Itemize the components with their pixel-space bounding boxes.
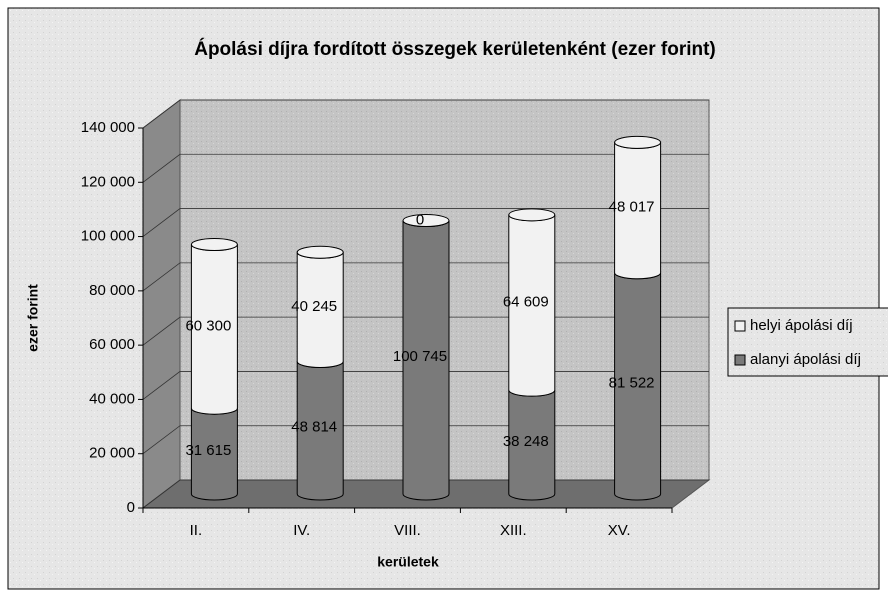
data-label: 38 248 — [503, 433, 549, 450]
y-tick-label: 20 000 — [89, 445, 135, 462]
y-axis-title: ezer forint — [25, 284, 41, 352]
legend — [727, 307, 888, 377]
data-label: 60 300 — [185, 317, 231, 334]
y-tick-label: 140 000 — [81, 119, 135, 136]
x-axis-title: kerületek — [377, 554, 439, 570]
cylinder-cap — [402, 214, 450, 228]
data-label: 48 814 — [291, 419, 337, 436]
data-label: 81 522 — [609, 374, 655, 391]
y-tick-label: 120 000 — [81, 173, 135, 190]
legend-label: alanyi ápolási díj — [750, 351, 861, 368]
x-tick-label: XIII. — [500, 522, 527, 539]
data-label: 40 245 — [291, 298, 337, 315]
x-tick-label: II. — [190, 522, 203, 539]
legend-swatch — [734, 320, 746, 332]
data-label: 64 609 — [503, 293, 549, 310]
x-tick-label: VIII. — [394, 522, 421, 539]
grid-line — [142, 153, 709, 183]
side-wall — [142, 98, 181, 510]
data-label: 0 — [416, 212, 424, 229]
x-tick-label: IV. — [293, 522, 310, 539]
chart-title: Ápolási díjra fordított összegek kerület… — [194, 38, 716, 60]
y-tick-label: 80 000 — [89, 282, 135, 299]
x-tick-label: XV. — [608, 522, 631, 539]
cylinder-cap — [190, 238, 238, 252]
data-label: 48 017 — [609, 199, 655, 216]
cylinder-cap — [614, 135, 662, 149]
data-label: 31 615 — [185, 442, 231, 459]
y-tick-label: 0 — [127, 499, 135, 516]
grid-line — [142, 99, 709, 129]
cylinder-cap — [296, 245, 344, 259]
data-label: 100 745 — [393, 348, 447, 365]
y-tick-label: 60 000 — [89, 336, 135, 353]
plot: 0 20 000 40 000 60 000 80 000 100 000 120 000 1… — [81, 98, 711, 539]
y-tick-label: 100 000 — [81, 228, 135, 245]
legend-label: helyi ápolási díj — [750, 317, 853, 334]
cylinder-cap — [508, 208, 556, 222]
y-tick-label: 40 000 — [89, 390, 135, 407]
legend-swatch — [734, 354, 746, 366]
